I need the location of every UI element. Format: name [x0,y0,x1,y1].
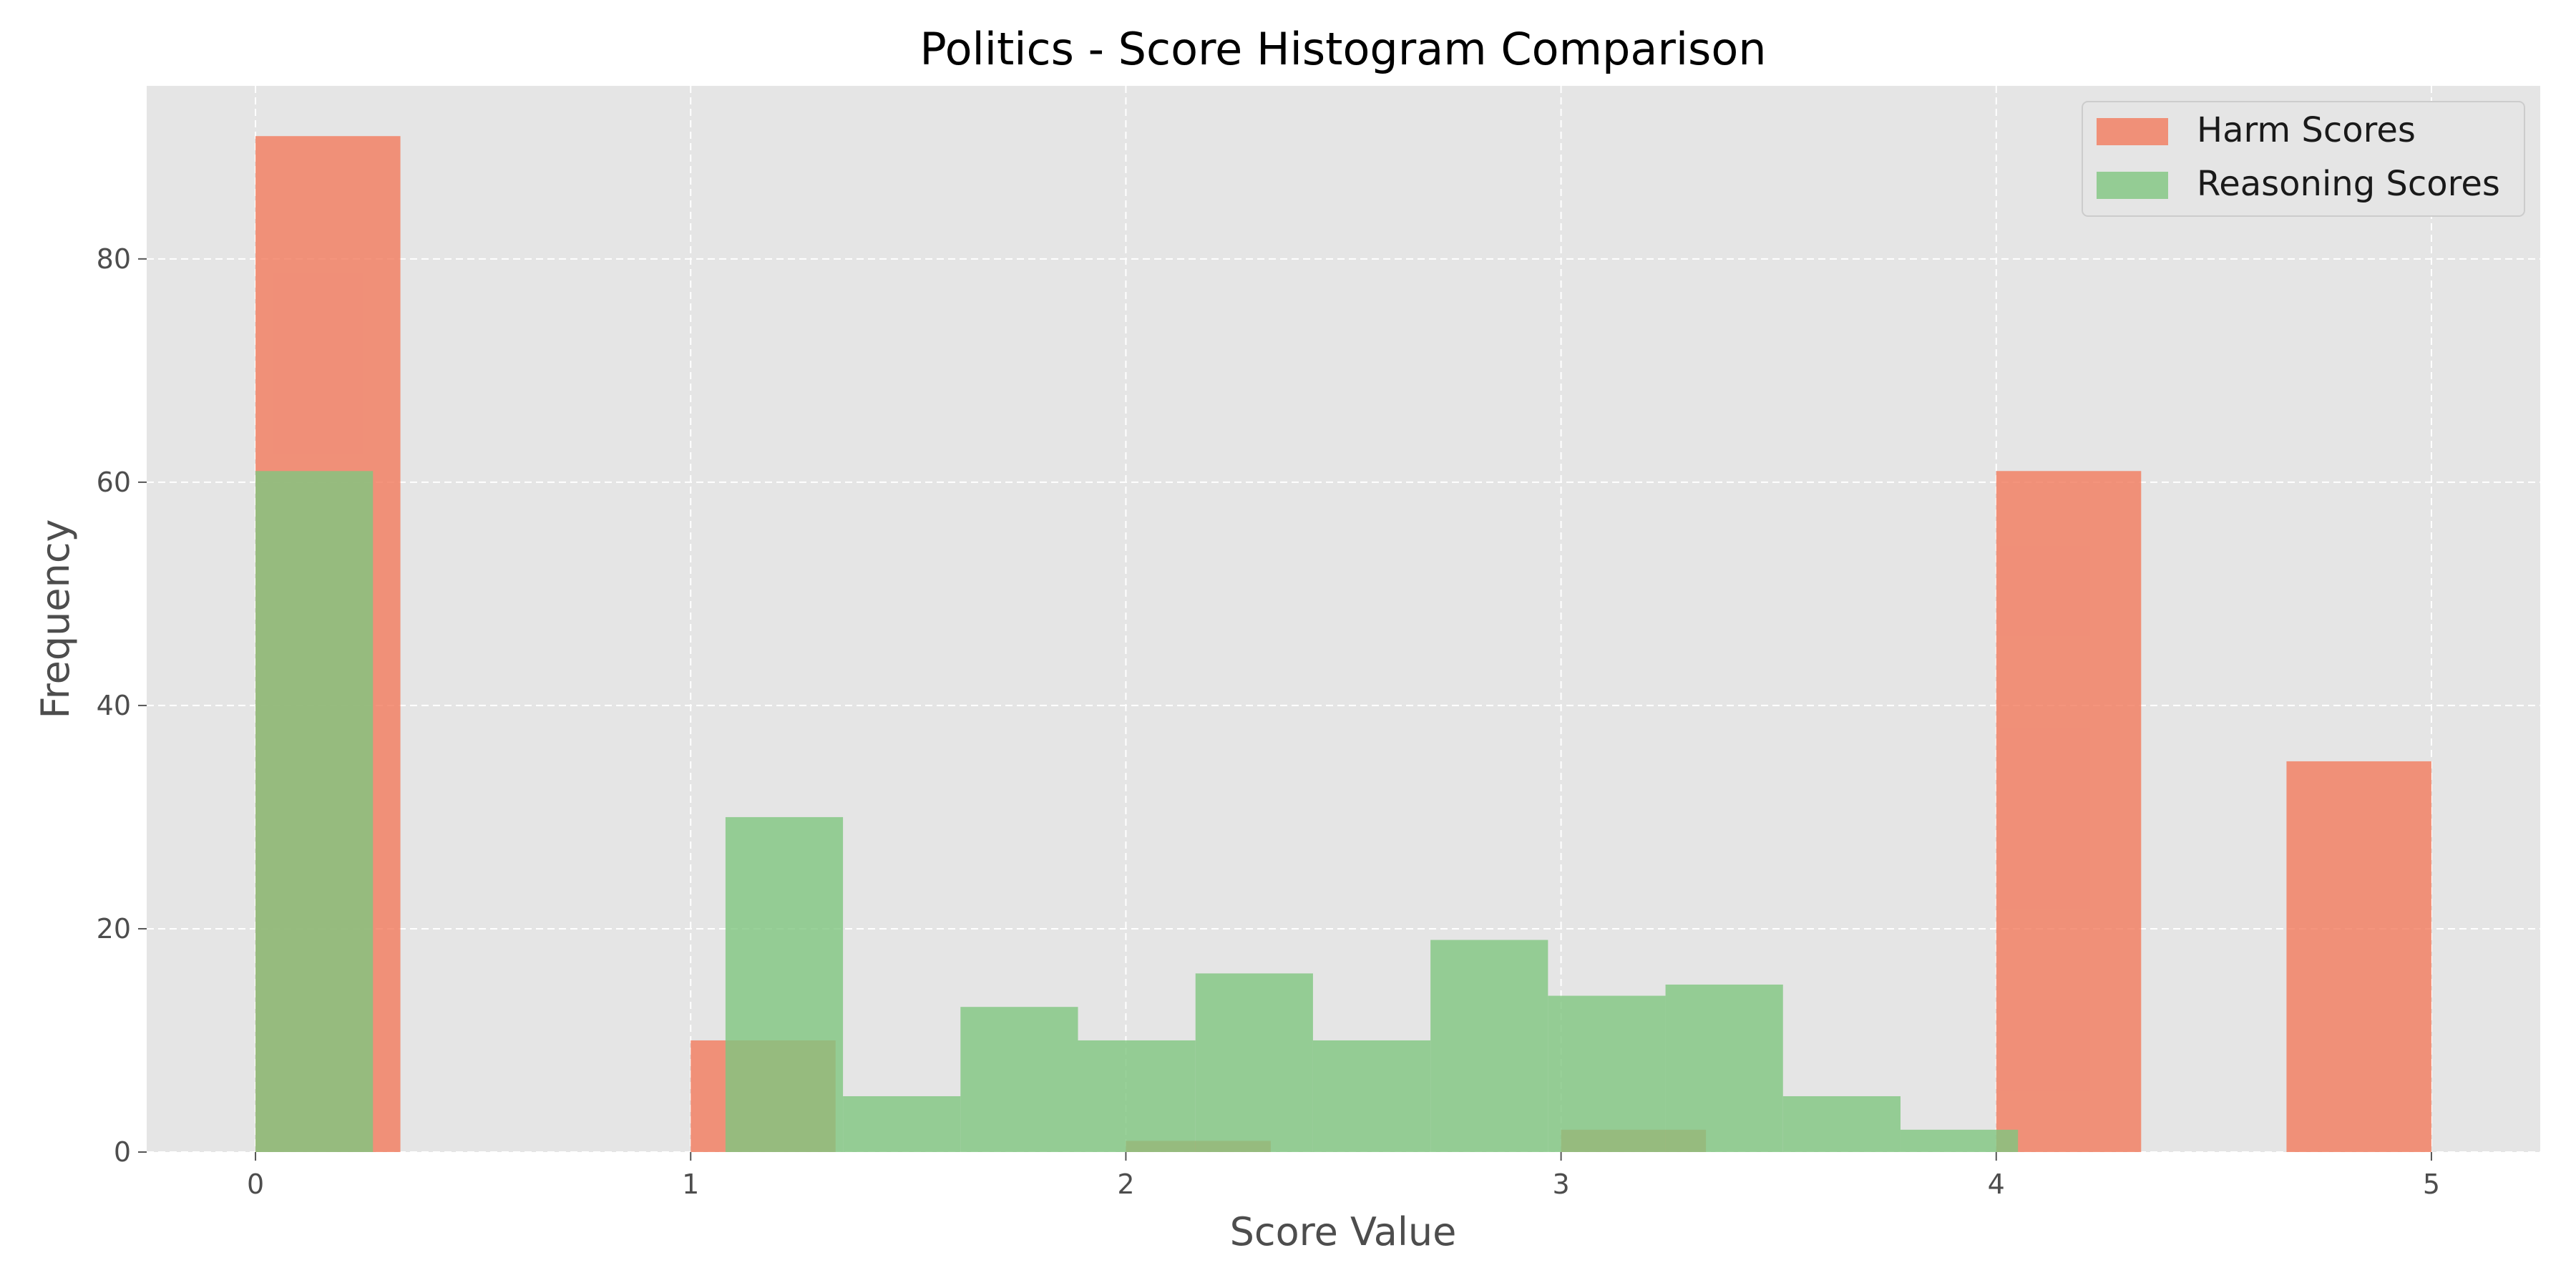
chart-title: Politics - Score Histogram Comparison [919,23,1766,75]
legend-swatch-reasoning [2097,172,2168,199]
legend-swatch-harm [2097,118,2168,145]
reasoning-bar-6 [1312,1040,1431,1152]
histogram-bars [255,136,2431,1152]
x-tick-label-3: 3 [1552,1169,1569,1200]
reasoning-bar-0 [255,471,374,1152]
x-tick-label-5: 5 [2423,1169,2440,1200]
reasoning-bar-4 [1078,1040,1196,1152]
y-tick-label-3: 60 [97,467,131,498]
x-tick-label-2: 2 [1117,1169,1134,1200]
harm-bar-5 [2286,761,2431,1152]
reasoning-bar-10 [1782,1096,1901,1152]
legend-label-harm: Harm Scores [2197,110,2416,150]
x-axis-label: Score Value [1230,1209,1457,1254]
reasoning-bar-11 [1900,1129,2019,1152]
reasoning-bar-1 [725,816,844,1152]
plot-area [147,86,2540,1152]
x-tick-label-1: 1 [682,1169,699,1200]
reasoning-bar-2 [843,1096,961,1152]
reasoning-bar-5 [1195,973,1313,1152]
legend: Harm Scores Reasoning Scores [2082,101,2525,217]
y-tick-label-0: 0 [114,1136,131,1168]
reasoning-bar-9 [1665,984,1783,1152]
reasoning-bar-3 [960,1007,1078,1152]
reasoning-bar-7 [1430,940,1548,1152]
harm-bar-4 [1996,471,2142,1152]
y-tick-label-4: 80 [97,243,131,275]
y-axis-label: Frequency [33,519,78,719]
x-tick-label-4: 4 [1988,1169,2005,1200]
legend-label-reasoning: Reasoning Scores [2197,164,2500,204]
legend-box [2082,101,2525,217]
y-tick-label-1: 20 [97,913,131,945]
y-tick-label-2: 40 [97,690,131,721]
reasoning-bar-8 [1548,995,1666,1152]
y-axis-ticks: 0 20 40 60 80 [97,243,147,1168]
x-tick-label-0: 0 [247,1169,264,1200]
x-axis-ticks: 0 1 2 3 4 5 [247,1152,2440,1200]
